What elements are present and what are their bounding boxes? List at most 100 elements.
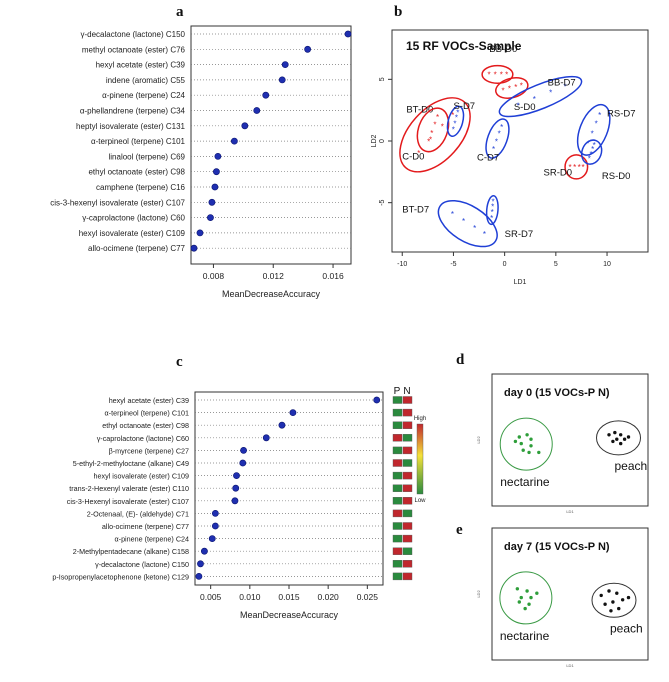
heatmap-cell <box>402 421 413 429</box>
x-tick-label: 0.005 <box>200 592 222 602</box>
sample-point <box>619 433 623 437</box>
sample-point <box>525 433 529 437</box>
colorbar <box>416 423 424 495</box>
sample-point: * <box>514 83 517 92</box>
x-tick-label: 0.025 <box>357 592 379 602</box>
sample-point <box>622 437 627 441</box>
plot-frame <box>491 527 649 661</box>
heatmap-cell <box>392 547 403 555</box>
variable-label: γ-caprolactone (lactone) C60 <box>82 214 185 223</box>
sample-point: * <box>483 230 486 239</box>
sample-point <box>515 587 520 591</box>
group-ellipse <box>416 107 450 153</box>
variable-label: trans-2-Hexenyl valerate (ester) C110 <box>69 484 189 493</box>
heatmap-cell <box>392 471 403 480</box>
y-axis-label: LD2 <box>476 590 481 598</box>
heatmap-cell <box>402 459 413 467</box>
heatmap-cell <box>402 446 413 455</box>
sample-point: * <box>491 202 494 211</box>
variable-label: cis-3-Hexenyl isovalerate (ester) C107 <box>67 497 189 506</box>
data-point <box>344 30 352 38</box>
heatmap-cell <box>402 509 413 518</box>
sample-point: * <box>502 86 505 95</box>
sample-point <box>613 430 617 435</box>
variable-label: α-pinene (terpene) C24 <box>115 535 189 544</box>
sample-point <box>626 595 631 600</box>
sample-point <box>529 595 533 600</box>
group-label: BT-D7 <box>402 205 429 216</box>
group-ellipse <box>499 571 553 625</box>
x-axis-label: LD1 <box>514 279 527 286</box>
heatmap-cell <box>392 534 403 543</box>
sample-point: * <box>495 137 498 146</box>
data-point <box>278 76 286 84</box>
sample-point: * <box>582 163 585 172</box>
y-axis-label: LD2 <box>476 436 481 444</box>
sample-point: * <box>452 125 455 134</box>
colorbar-low-label: Low <box>414 498 426 504</box>
group-ellipse <box>498 75 583 118</box>
x-axis-label: MeanDecreaseAccuracy <box>240 610 339 620</box>
heatmap-cell <box>402 396 413 404</box>
sample-point: * <box>441 123 444 132</box>
heatmap-cell <box>402 471 413 480</box>
variable-label: γ-decalactone (lactone) C150 <box>80 30 185 39</box>
sample-point <box>615 437 619 441</box>
data-point <box>232 484 240 492</box>
x-axis-label: MeanDecreaseAccuracy <box>222 289 321 299</box>
sample-point <box>611 439 615 444</box>
heatmap-cell <box>392 509 403 518</box>
sample-point: * <box>451 210 454 219</box>
chart-title: 15 RF VOCs-Sample <box>406 39 522 53</box>
sample-point <box>519 441 523 446</box>
group-ellipse <box>485 118 510 159</box>
group-ellipse <box>485 195 499 226</box>
variable-label: heptyl isovalerate (ester) C131 <box>76 122 186 131</box>
heatmap-cell <box>392 421 403 429</box>
sample-point <box>611 600 615 604</box>
variable-label: β-myrcene (terpene) C27 <box>109 446 189 455</box>
sample-point <box>617 606 621 611</box>
sample-point: * <box>492 145 495 154</box>
data-point <box>195 572 203 580</box>
sample-point: * <box>494 70 497 79</box>
data-point <box>231 497 239 505</box>
group-ellipse <box>446 105 465 137</box>
sample-point: * <box>492 197 495 206</box>
data-point <box>190 244 198 252</box>
sample-point: * <box>549 88 552 97</box>
sample-point: * <box>587 139 590 148</box>
sample-point: * <box>591 145 594 154</box>
sample-point <box>513 439 518 444</box>
sample-point <box>525 589 529 593</box>
sample-point: * <box>508 85 511 94</box>
x-tick-label: 0 <box>503 261 507 268</box>
group-ellipse <box>499 417 553 471</box>
variable-label: indene (aromatic) C55 <box>106 76 186 85</box>
sample-point <box>527 602 531 606</box>
heatmap-cell <box>392 408 403 417</box>
sample-point <box>615 591 619 595</box>
group-label: S-D7 <box>453 101 475 112</box>
group-ellipse <box>564 154 589 180</box>
group-label: C-D7 <box>477 153 499 164</box>
data-point <box>214 152 222 160</box>
group-ellipse <box>580 139 603 165</box>
heatmap-col-label: N <box>403 386 410 397</box>
data-point <box>211 509 219 517</box>
variable-label: α-pinene (terpene) C24 <box>102 91 185 100</box>
chart-title: day 7 (15 VOCs-P N) <box>504 541 610 553</box>
sample-point <box>603 602 607 606</box>
data-point <box>241 122 249 130</box>
chart-e: day 7 (15 VOCs-P N) LD2 LD1 nectarine peach <box>476 527 649 668</box>
heatmap-cell <box>392 522 403 530</box>
variable-label: ethyl octanoate (ester) C98 <box>102 421 189 430</box>
sample-point <box>527 450 531 455</box>
chart-title: day 0 (15 VOCs-P N) <box>504 387 610 399</box>
data-point <box>197 560 204 568</box>
heatmap-cell <box>402 434 413 442</box>
sample-point: * <box>462 217 465 226</box>
sample-point: * <box>498 130 501 139</box>
sample-point: * <box>451 111 454 120</box>
variable-label: γ-caprolactone (lactone) C60 <box>97 434 189 443</box>
